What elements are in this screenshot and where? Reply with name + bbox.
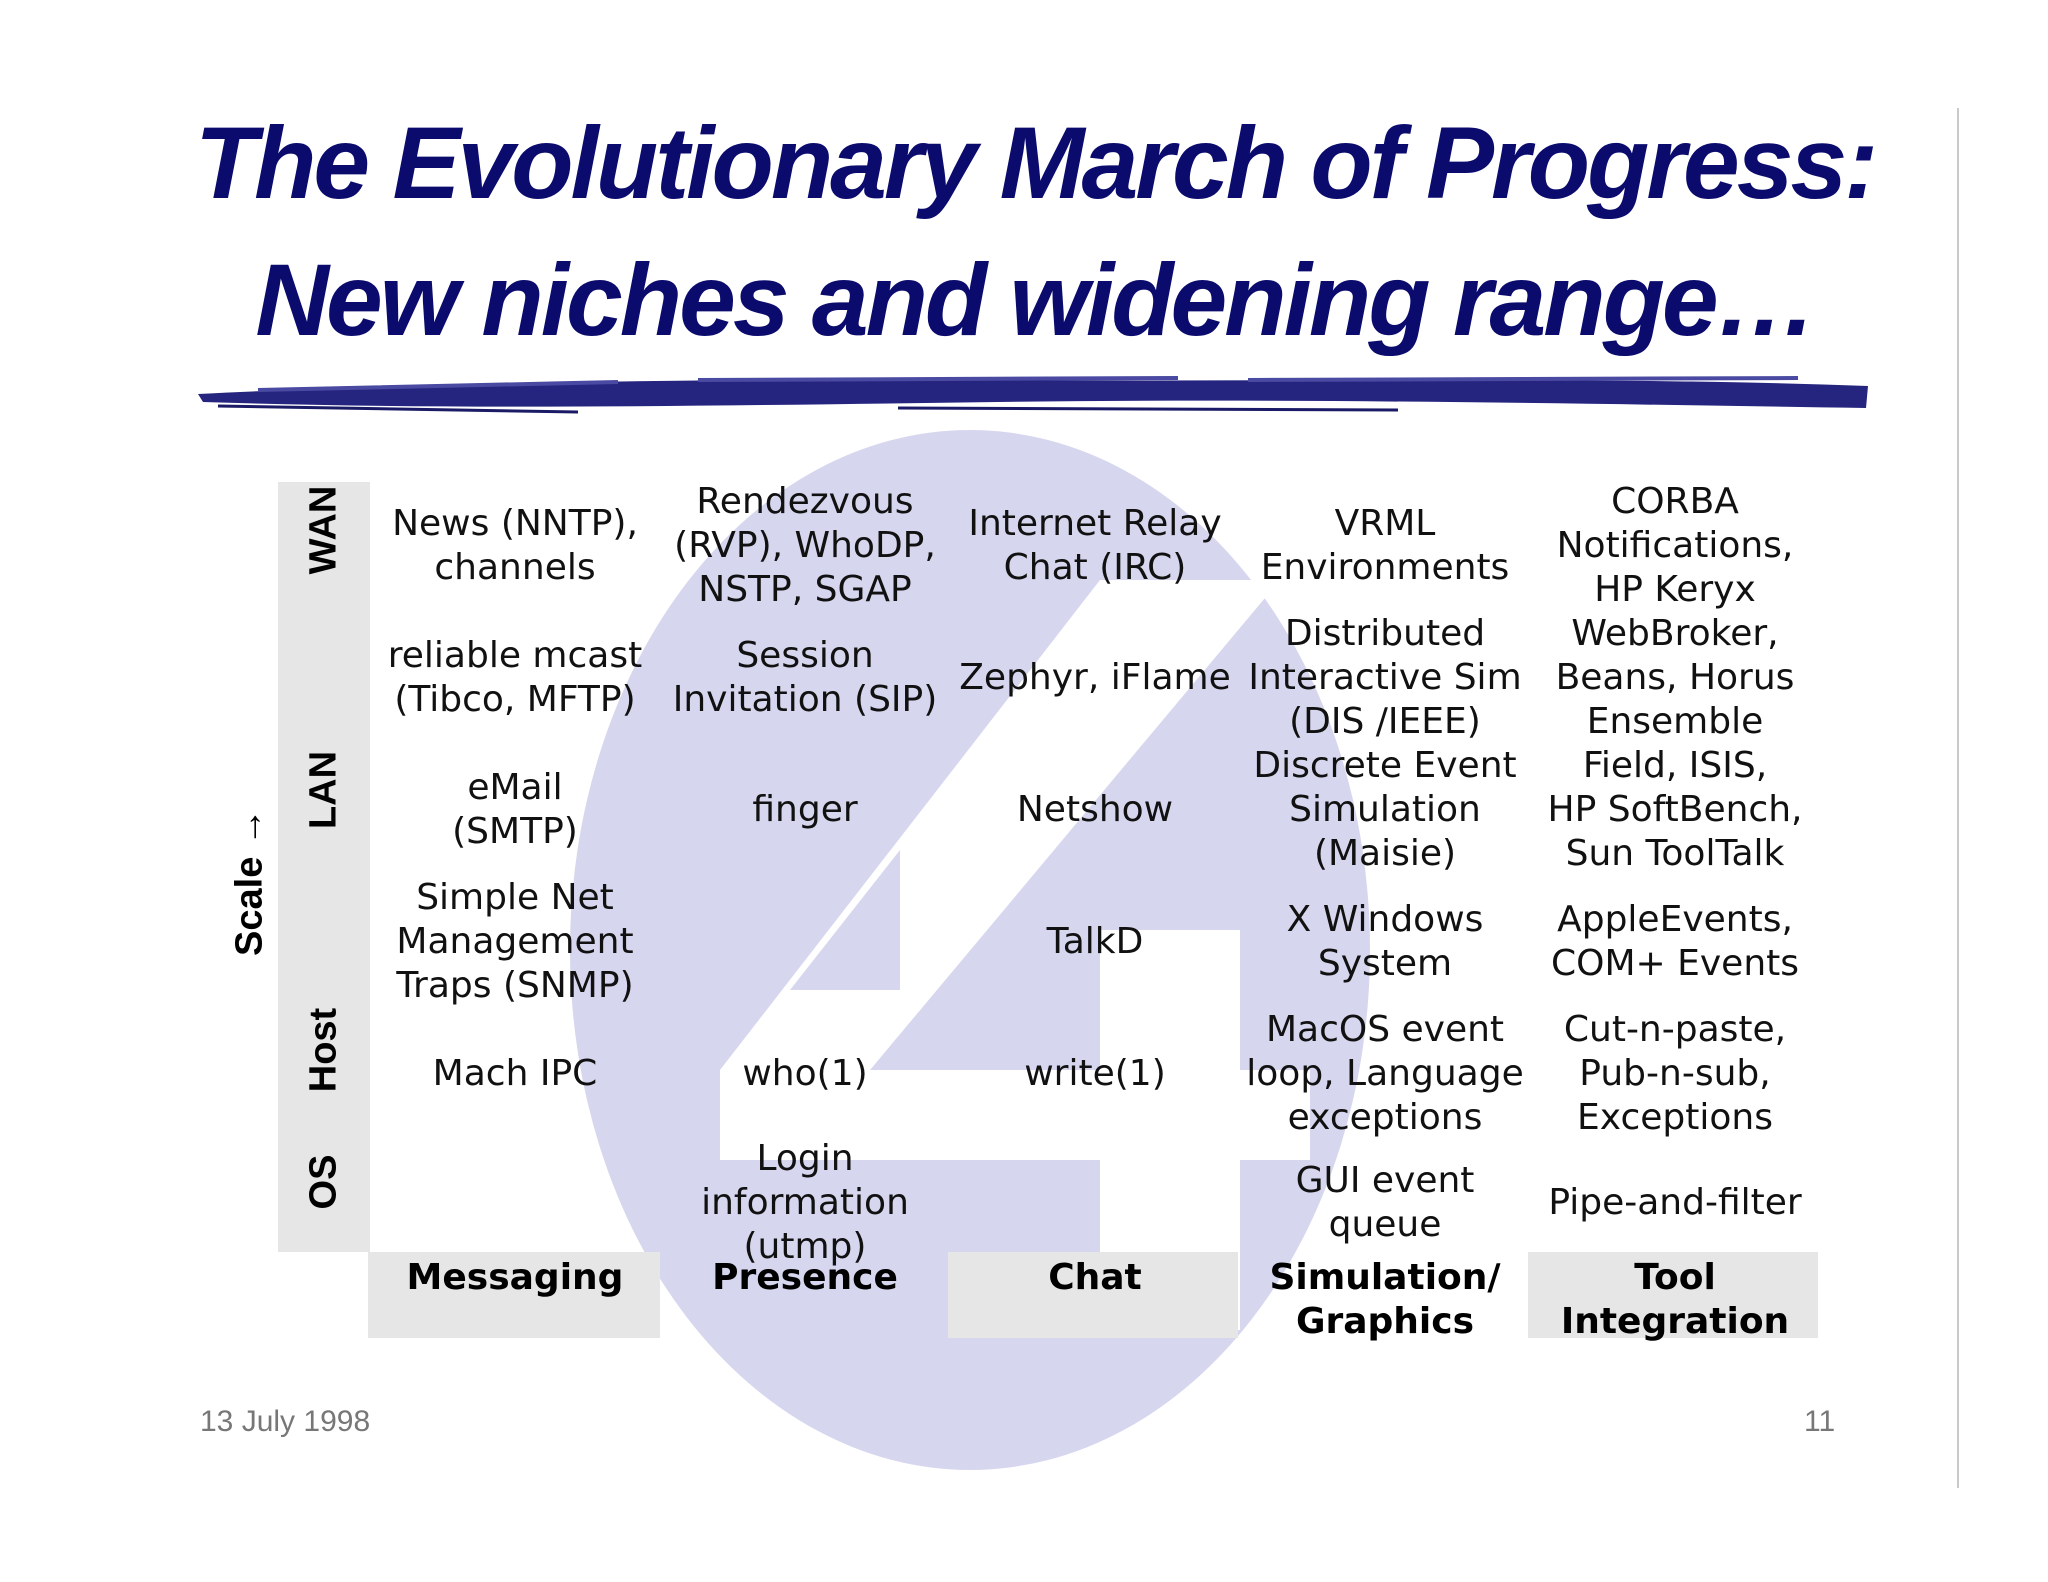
cell-simulation-lan-host: X Windows System [1286,899,1484,984]
cell-messaging-wan: News (NNTP), channels [392,503,638,588]
row-label-host: Host [302,1007,345,1093]
cell-presence-wan: Rendezvous (RVP), WhoDP, NSTP, SGAP [674,481,936,610]
cell-tool-wan-lan: WebBroker, Beans, Horus Ensemble [1555,613,1795,742]
column-header-presence: Presence [712,1257,898,1298]
cell-chat-host: write(1) [1024,1053,1166,1094]
cell-presence-wan-lan: Session Invitation (SIP) [672,635,938,720]
cell-chat-wan-lan: Zephyr, iFlame [959,657,1231,698]
cell-simulation-wan-lan: Distributed Interactive Sim (DIS /IEEE) [1248,613,1522,742]
footer-date: 13 July 1998 [200,1405,371,1438]
cell-chat-wan: Internet Relay Chat (IRC) [968,503,1222,588]
column-header-simulation-graphics: Simulation/ Graphics [1269,1257,1501,1342]
cell-tool-os: Pipe-and-filter [1548,1182,1802,1223]
cell-tool-lan-host: AppleEvents, COM+ Events [1550,899,1800,984]
right-border-line [1957,108,1959,1488]
scale-axis-label: Scale → [228,808,271,956]
cell-simulation-wan: VRML Environments [1260,503,1510,588]
row-label-os: OS [302,1154,345,1210]
column-header-chat: Chat [1048,1257,1142,1298]
cell-messaging-os [370,1140,660,1266]
background-logo-watermark [570,430,1370,1470]
cell-presence-os: Login information (utmp) [701,1138,909,1267]
cell-chat-os [950,1140,1240,1266]
cell-chat-lan: Netshow [1016,789,1174,830]
cell-simulation-host: MacOS event loop, Language exceptions [1246,1009,1524,1138]
cell-messaging-host: Mach IPC [432,1053,598,1094]
brush-stroke-divider [198,376,1868,414]
column-header-stripe-messaging [368,1252,660,1338]
row-label-wan: WAN [302,485,345,575]
row-label-lan: LAN [302,750,345,830]
cell-presence-lan-host [660,876,950,1008]
title-line-1: The Evolutionary March of Progress: [194,106,1878,220]
cell-presence-host: who(1) [742,1053,868,1094]
footer-page-number: 11 [1804,1405,1836,1438]
title-line-2: New niches and widening range… [255,243,1817,357]
cell-messaging-lan: eMail (SMTP) [452,767,578,852]
column-header-tool-integration: Tool Integration [1560,1257,1790,1342]
cell-chat-lan-host: TalkD [1046,921,1144,962]
cell-tool-wan: CORBA Notifications, HP Keryx [1556,481,1794,610]
cell-messaging-wan-lan: reliable mcast (Tibco, MFTP) [387,635,643,720]
column-header-stripe-chat [948,1252,1238,1338]
cell-simulation-lan: Discrete Event Simulation (Maisie) [1253,745,1517,874]
row-label-stripe [278,482,370,1252]
column-header-stripe-tool-integration [1528,1252,1818,1338]
cell-presence-lan: finger [752,789,858,830]
cell-tool-lan: Field, ISIS, HP SoftBench, Sun ToolTalk [1547,745,1803,874]
cell-tool-host: Cut-n-paste, Pub-n-sub, Exceptions [1563,1009,1787,1138]
column-header-messaging: Messaging [406,1257,624,1298]
cell-messaging-lan-host: Simple Net Management Traps (SNMP) [396,877,634,1006]
cell-simulation-os: GUI event queue [1295,1160,1475,1245]
